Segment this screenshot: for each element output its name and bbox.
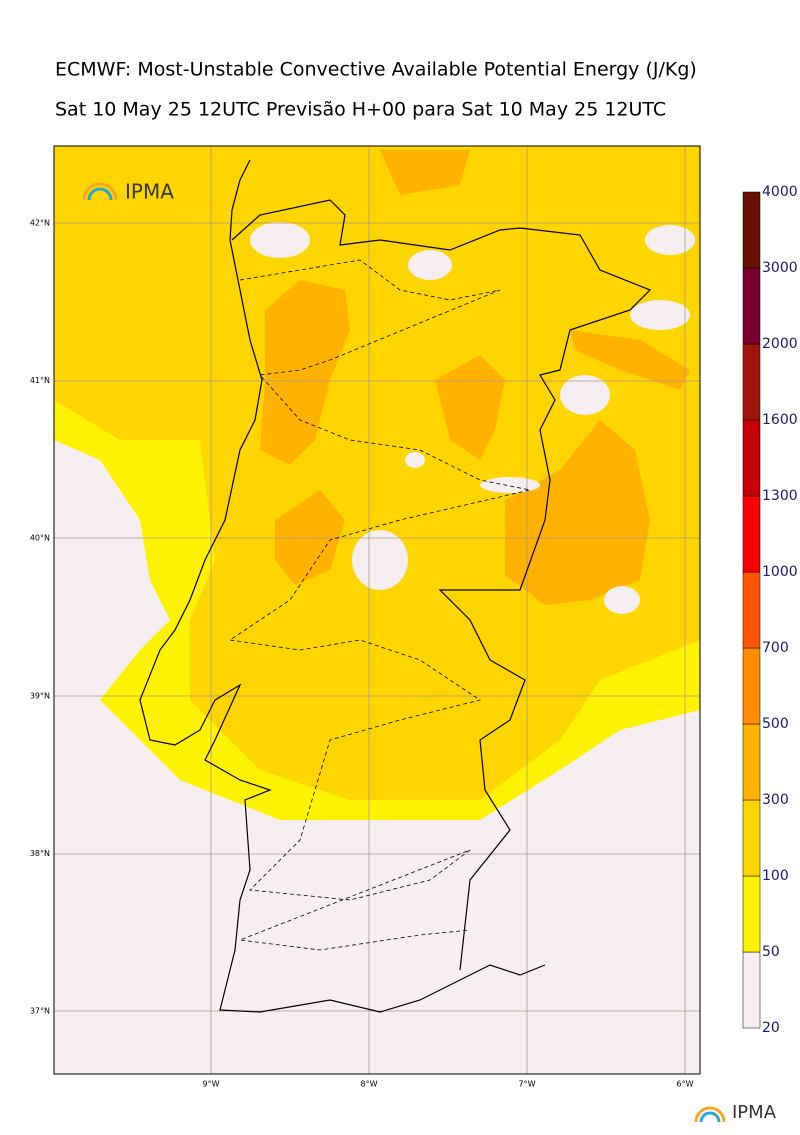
colorbar-segment [742, 799, 761, 877]
colorbar-segment [742, 267, 761, 345]
lat-label: 38°N [30, 849, 50, 858]
colorbar-label: 2000 [762, 336, 798, 352]
map-logo: IPMA [125, 180, 174, 204]
lon-label: 8°W [361, 1080, 378, 1089]
colorbar-label: 1000 [762, 564, 798, 580]
map-frame [53, 145, 701, 1075]
field [54, 146, 700, 1074]
colorbar-label: 300 [762, 792, 789, 808]
lon-label: 7°W [519, 1080, 536, 1089]
lat-label: 41°N [30, 376, 50, 385]
colorbar-segment [742, 723, 761, 801]
colorbar-label: 50 [762, 944, 780, 960]
colorbar-label: 500 [762, 716, 789, 732]
colorbar-label: 700 [762, 640, 789, 656]
colorbar-label: 3000 [762, 260, 798, 276]
title: ECMWF: Most-Unstable Convective Availabl… [55, 59, 697, 81]
subtitle: Sat 10 May 25 12UTC Previsão H+00 para S… [55, 99, 666, 121]
colorbar-segment [742, 647, 761, 725]
footer-logo: IPMA [732, 1102, 777, 1123]
colorbar-label: 100 [762, 868, 789, 884]
colorbar-segment [742, 875, 761, 953]
colorbar-segment [742, 191, 761, 269]
lon-label: 6°W [677, 1080, 694, 1089]
colorbar-label: 20 [762, 1020, 780, 1036]
lat-label: 39°N [30, 691, 50, 700]
lat-label: 37°N [30, 1007, 50, 1016]
lon-label: 9°W [203, 1080, 220, 1089]
colorbar-segment [742, 571, 761, 649]
colorbar-label: 4000 [762, 184, 798, 200]
colorbar-segment [742, 951, 761, 1029]
lat-label: 42°N [30, 219, 50, 228]
colorbar-label: 1600 [762, 412, 798, 428]
colorbar-label: 1300 [762, 488, 798, 504]
colorbar-segment [742, 495, 761, 573]
colorbar-segment [742, 343, 761, 421]
colorbar-segment [742, 419, 761, 497]
lat-label: 40°N [30, 534, 50, 543]
